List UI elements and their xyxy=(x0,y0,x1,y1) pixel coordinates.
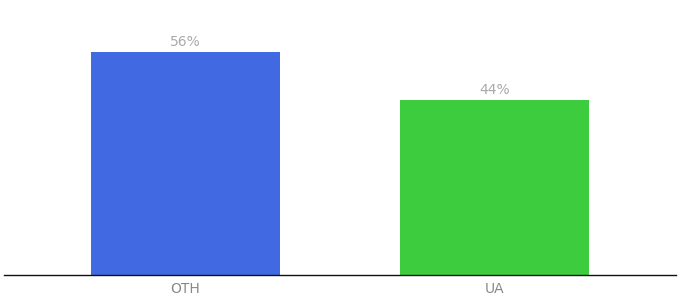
Bar xyxy=(92,52,279,275)
Text: 56%: 56% xyxy=(170,35,201,49)
Text: 44%: 44% xyxy=(479,82,510,97)
Bar xyxy=(401,100,588,275)
